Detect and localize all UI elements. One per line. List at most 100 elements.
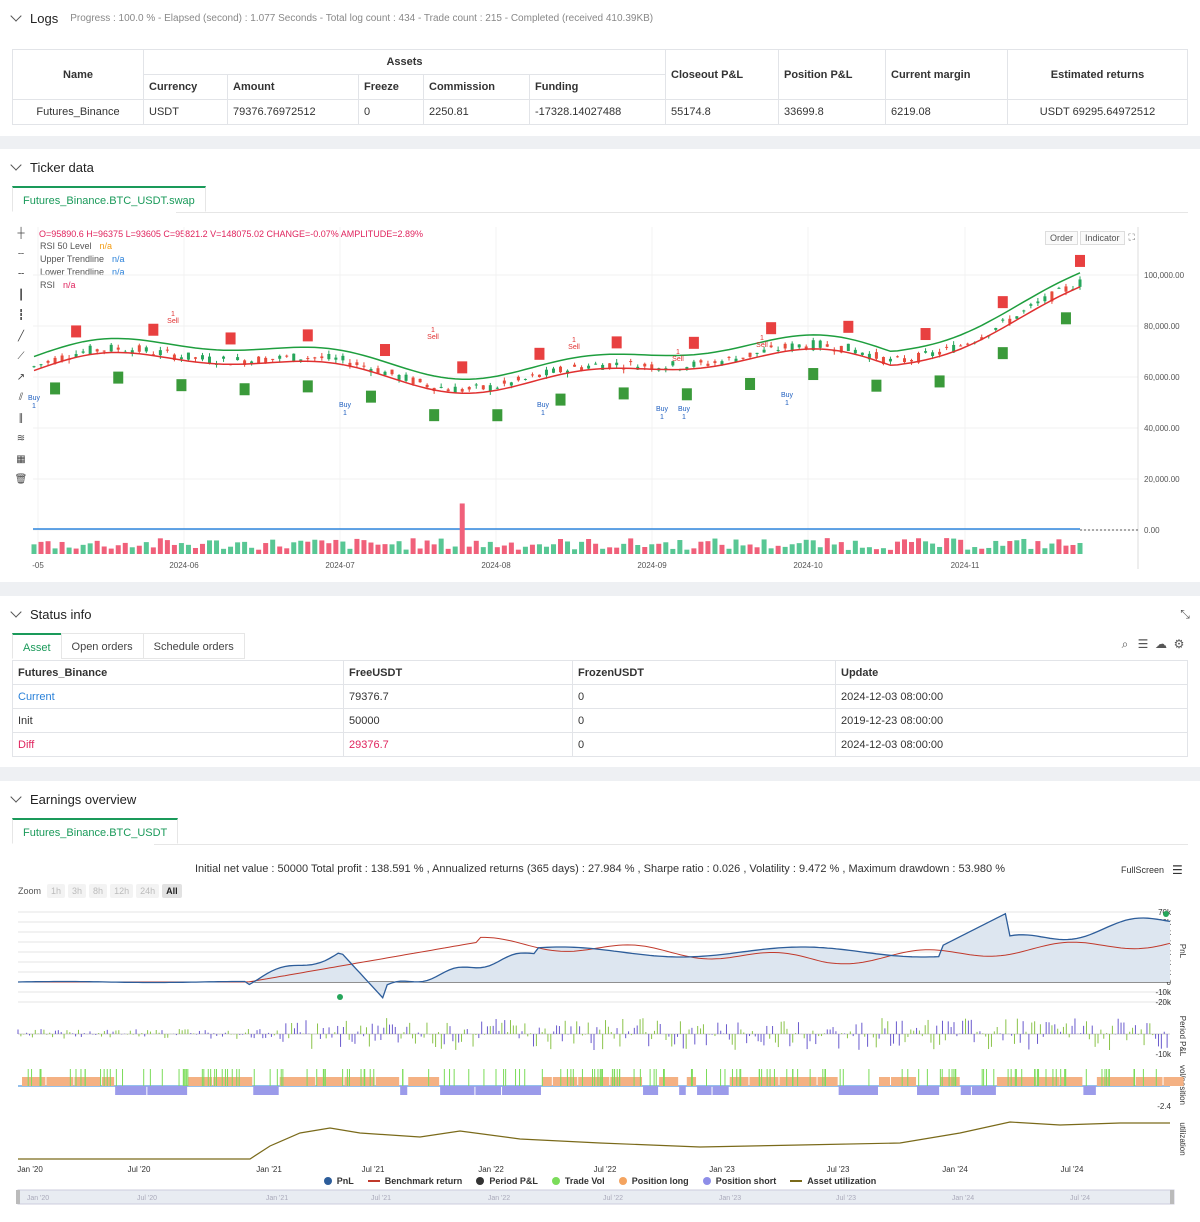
legend-item[interactable]: Asset utilization <box>790 1176 876 1186</box>
candle-body <box>172 354 176 360</box>
candle-body <box>165 349 169 351</box>
hamburger-icon[interactable]: ☰ <box>1172 863 1183 877</box>
x-tick-label: Jan '24 <box>942 1165 968 1174</box>
volume-bar <box>873 549 879 554</box>
arrow-icon[interactable]: ↗ <box>16 371 26 383</box>
legend-item[interactable]: Position long <box>618 1176 689 1186</box>
legend-item[interactable]: PnL <box>323 1176 354 1186</box>
ray-icon[interactable]: ╌ <box>17 269 25 280</box>
zoom-12h[interactable]: 12h <box>110 884 134 898</box>
legend-item[interactable]: Position short <box>702 1176 777 1186</box>
earnings-header[interactable]: Earnings overview <box>0 781 1200 817</box>
tab-btc-usdt[interactable]: Futures_Binance.BTC_USDT <box>12 818 179 844</box>
volume-bar <box>754 547 760 554</box>
legend-item-label: Position short <box>715 1176 777 1186</box>
collapse-icon[interactable]: ⤡ <box>1180 606 1190 621</box>
fib-icon[interactable]: ≋ <box>16 433 26 444</box>
status-title: Status info <box>30 606 92 622</box>
earnings-title: Earnings overview <box>30 791 137 807</box>
tab-btc-swap[interactable]: Futures_Binance.BTC_USDT.swap <box>12 186 206 212</box>
candle-body <box>32 366 36 368</box>
candle-body <box>720 361 724 366</box>
candle-body <box>917 352 921 363</box>
earnings-summary: Initial net value : 50000 Total profit :… <box>195 863 1005 875</box>
volume-bar <box>122 542 128 554</box>
logs-panel: Logs Progress : 100.0 % - Elapsed (secon… <box>0 0 1200 136</box>
position-long-bar <box>817 1077 838 1086</box>
volume-bar <box>663 542 669 554</box>
volume-bar <box>901 539 907 554</box>
volume-bar <box>87 543 93 554</box>
legend-item[interactable]: Lower Trendline n/a <box>40 266 125 279</box>
volume-bar <box>649 544 655 554</box>
volume-bar <box>1007 541 1013 554</box>
position-long-bar <box>729 1077 749 1086</box>
signal-marker-short <box>843 320 854 333</box>
assets-group-header: Assets <box>143 49 666 75</box>
position-short-bar <box>475 1086 502 1095</box>
signal-marker-long <box>808 368 819 381</box>
legend-item[interactable]: Benchmark return <box>367 1176 462 1186</box>
crosshair-icon[interactable]: ┼ <box>17 228 25 239</box>
segment-icon[interactable]: ╱ <box>17 330 25 342</box>
tab-open-orders[interactable]: Open orders <box>60 633 144 659</box>
chevron-down-icon[interactable] <box>10 606 22 618</box>
tab-schedule-orders[interactable]: Schedule orders <box>142 633 245 659</box>
volume-bar <box>424 540 430 554</box>
channel-icon[interactable]: ⫽ <box>18 392 24 403</box>
table-row: Current 79376.7 0 2024-12-03 08:00:00 <box>12 684 1188 709</box>
search-icon[interactable]: ⌕ <box>1121 636 1129 651</box>
zoom-8h[interactable]: 8h <box>89 884 108 898</box>
cell: USDT 69295.64972512 <box>1007 99 1188 125</box>
candle-body <box>783 343 787 349</box>
volume-bar <box>621 543 627 554</box>
volume-bar <box>235 542 241 554</box>
zoom-3h[interactable]: 3h <box>68 884 87 898</box>
order-button[interactable]: Order <box>1045 231 1079 245</box>
chevron-down-icon[interactable] <box>10 10 22 22</box>
price-line-icon[interactable]: ┇ <box>17 310 25 321</box>
signal-marker-long <box>239 383 250 396</box>
candle-body <box>811 340 815 351</box>
trend-line-icon[interactable]: ⟋ <box>17 351 25 362</box>
volume-bar <box>817 547 823 554</box>
volume-bar <box>333 539 339 554</box>
buy-qty-label: 1 <box>682 414 686 421</box>
gear-icon[interactable]: ⚙ <box>1173 637 1185 651</box>
fullscreen-button[interactable]: FullScreen ☰ <box>1121 863 1183 877</box>
expand-icon[interactable]: ⛶ <box>1128 232 1135 242</box>
candle-body <box>867 353 871 360</box>
volume-bar <box>740 545 746 554</box>
candle-body <box>292 353 296 362</box>
volume-bar <box>782 546 788 554</box>
tab-asset[interactable]: Asset <box>12 633 62 659</box>
logs-header[interactable]: Logs Progress : 100.0 % - Elapsed (secon… <box>0 0 1200 36</box>
status-header[interactable]: Status info <box>0 596 1200 632</box>
candle-body <box>650 364 654 370</box>
cell: 6219.08 <box>885 99 1008 125</box>
legend-item[interactable]: RSI 50 Level n/a <box>40 240 125 253</box>
parallel-icon[interactable]: ∥ <box>18 412 24 424</box>
indicator-button[interactable]: Indicator <box>1080 231 1125 245</box>
trash-icon[interactable]: 🗑 <box>14 474 28 485</box>
vertical-line-icon[interactable]: ┃ <box>17 289 25 301</box>
legend-item[interactable]: Period P&L <box>476 1176 538 1186</box>
candle-body <box>573 364 577 367</box>
ticker-panel: Ticker data Futures_Binance.BTC_USDT.swa… <box>0 149 1200 582</box>
col-name: Name <box>12 49 144 100</box>
legend-item[interactable]: Trade Vol <box>551 1176 605 1186</box>
volume-bar <box>403 549 409 554</box>
signal-marker-short <box>380 344 391 357</box>
candle-body <box>1015 316 1019 319</box>
legend-item[interactable]: RSI n/a <box>40 279 125 292</box>
legend-item[interactable]: Upper Trendline n/a <box>40 253 125 266</box>
signal-marker-short <box>766 322 777 335</box>
zoom-1h[interactable]: 1h <box>47 884 66 898</box>
ticker-header[interactable]: Ticker data <box>0 149 1200 185</box>
menu-icon[interactable]: ☰ <box>1137 637 1149 651</box>
horizontal-line-icon[interactable]: ┄ <box>17 248 25 260</box>
zoom-24h[interactable]: 24h <box>136 884 160 898</box>
cloud-icon[interactable]: ☁ <box>1155 637 1167 651</box>
grid-icon[interactable]: ▦ <box>16 453 26 465</box>
zoom-all[interactable]: All <box>162 884 182 898</box>
